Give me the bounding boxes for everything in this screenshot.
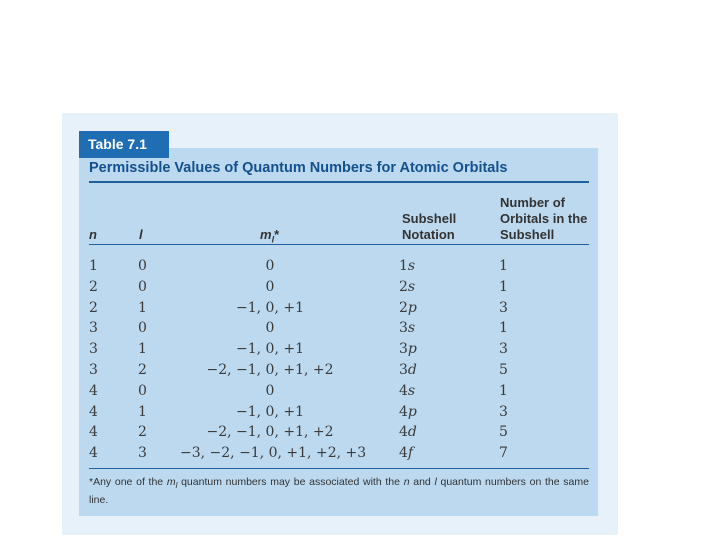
cell-l: 0 [138, 383, 147, 399]
cell-subshell: 4p [399, 404, 417, 420]
subshell-letter: f [407, 445, 414, 461]
cell-ml: 0 [265, 383, 275, 399]
subshell-number: 4 [399, 424, 408, 440]
cell-l: 2 [138, 362, 147, 378]
cell-subshell: 2s [399, 279, 415, 295]
cell-orbital-count: 1 [499, 258, 508, 274]
cell-orbital-count: 1 [499, 383, 508, 399]
cell-n: 4 [89, 404, 98, 420]
subshell-number: 3 [399, 362, 408, 378]
subshell-letter: p [407, 404, 417, 420]
cell-ml: −2, −1, 0, +1, +2 [206, 362, 334, 378]
cell-ml: 0 [265, 279, 275, 295]
subshell-letter: s [407, 383, 416, 399]
cell-subshell: 3d [399, 362, 417, 378]
subshell-letter: s [407, 279, 416, 295]
cell-l: 1 [138, 404, 147, 420]
cell-subshell: 3p [399, 341, 417, 357]
cell-subshell: 2p [399, 300, 417, 316]
header-n: n [89, 227, 97, 242]
cell-subshell: 1s [399, 258, 415, 274]
cell-n: 3 [89, 341, 98, 357]
cell-n: 3 [89, 362, 98, 378]
cell-subshell: 4s [399, 383, 415, 399]
cell-ml: −1, 0, +1 [236, 300, 304, 316]
cell-n: 4 [89, 424, 98, 440]
table-panel [79, 148, 598, 516]
subshell-number: 1 [399, 258, 408, 274]
subshell-letter: s [407, 320, 416, 336]
subshell-letter: s [407, 258, 416, 274]
cell-subshell: 4d [399, 424, 417, 440]
cell-orbital-count: 7 [499, 445, 508, 461]
subshell-number: 4 [399, 383, 408, 399]
subshell-number: 4 [399, 445, 408, 461]
cell-orbital-count: 1 [499, 279, 508, 295]
header-ml: ml* [260, 227, 280, 245]
header-number-of-orbitals: Number of Orbitals in the Subshell [500, 195, 588, 242]
cell-l: 0 [138, 320, 147, 336]
cell-ml: −3, −2, −1, 0, +1, +2, +3 [180, 445, 367, 461]
table-label: Table 7.1 [79, 131, 169, 158]
subshell-letter: p [407, 341, 417, 357]
cell-n: 2 [89, 279, 98, 295]
cell-l: 3 [138, 445, 147, 461]
cell-ml: 0 [265, 258, 275, 274]
cell-subshell: 3s [399, 320, 415, 336]
title-rule [89, 181, 589, 183]
subshell-number: 4 [399, 404, 408, 420]
cell-n: 3 [89, 320, 98, 336]
subshell-number: 3 [399, 320, 408, 336]
cell-n: 1 [89, 258, 98, 274]
cell-ml: −1, 0, +1 [236, 404, 304, 420]
header-l: l [139, 227, 143, 242]
cell-ml: −2, −1, 0, +1, +2 [206, 424, 334, 440]
cell-l: 0 [138, 258, 147, 274]
subshell-number: 2 [399, 279, 408, 295]
cell-l: 0 [138, 279, 147, 295]
cell-l: 1 [138, 341, 147, 357]
cell-l: 1 [138, 300, 147, 316]
cell-ml: −1, 0, +1 [236, 341, 304, 357]
cell-orbital-count: 5 [499, 362, 508, 378]
cell-n: 4 [89, 445, 98, 461]
cell-orbital-count: 3 [499, 404, 508, 420]
cell-n: 4 [89, 383, 98, 399]
cell-orbital-count: 1 [499, 320, 508, 336]
footnote-rule [89, 468, 589, 469]
header-rule [89, 244, 589, 245]
cell-l: 2 [138, 424, 147, 440]
table-title: Permissible Values of Quantum Numbers fo… [89, 160, 508, 176]
subshell-letter: p [407, 300, 417, 316]
subshell-letter: d [407, 362, 417, 378]
subshell-number: 2 [399, 300, 408, 316]
cell-orbital-count: 3 [499, 341, 508, 357]
subshell-number: 3 [399, 341, 408, 357]
cell-ml: 0 [265, 320, 275, 336]
cell-subshell: 4f [399, 445, 413, 461]
subshell-letter: d [407, 424, 417, 440]
cell-orbital-count: 5 [499, 424, 508, 440]
table-footnote: *Any one of the ml quantum numbers may b… [89, 476, 589, 507]
header-subshell-notation: Subshell Notation [402, 211, 457, 242]
cell-n: 2 [89, 300, 98, 316]
cell-orbital-count: 3 [499, 300, 508, 316]
